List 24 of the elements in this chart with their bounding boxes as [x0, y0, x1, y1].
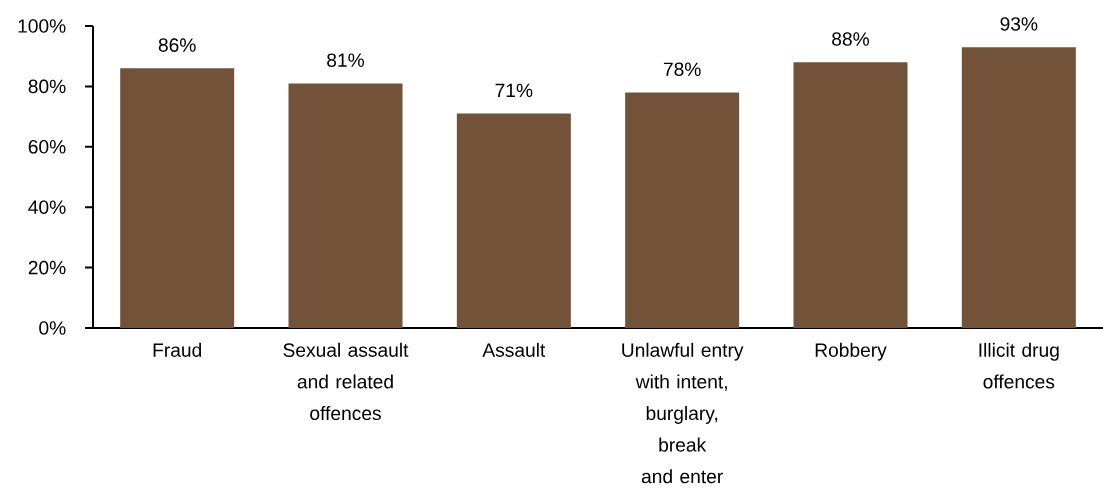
y-tick-label: 100% — [18, 19, 66, 33]
bar — [456, 113, 571, 328]
x-tick-label: Illicit drug offences — [979, 342, 1059, 389]
y-tick-label: 60% — [28, 140, 66, 154]
data-label: 86% — [158, 38, 196, 52]
bar — [961, 47, 1076, 328]
bar — [793, 62, 908, 328]
x-tick-label: Unlawful entry with intent, burglary, break and enter — [622, 342, 744, 484]
x-tick-label: Assault — [482, 342, 546, 357]
y-tick-label: 80% — [28, 79, 66, 94]
x-tick-label: Fraud — [153, 342, 202, 357]
data-label: 88% — [832, 32, 869, 46]
bar — [625, 92, 740, 328]
data-label: 78% — [663, 62, 701, 77]
bar — [288, 83, 403, 328]
data-label: 93% — [1000, 17, 1038, 31]
y-tick-label: 20% — [28, 260, 66, 275]
data-label: 81% — [327, 53, 365, 67]
bar — [120, 68, 235, 328]
x-tick-label: Robbery — [815, 342, 887, 361]
y-tick-label: 40% — [28, 200, 66, 214]
data-label: 71% — [495, 83, 533, 98]
x-tick-label: Sexual assault and related offences — [283, 342, 409, 421]
y-tick-label: 0% — [39, 321, 66, 335]
